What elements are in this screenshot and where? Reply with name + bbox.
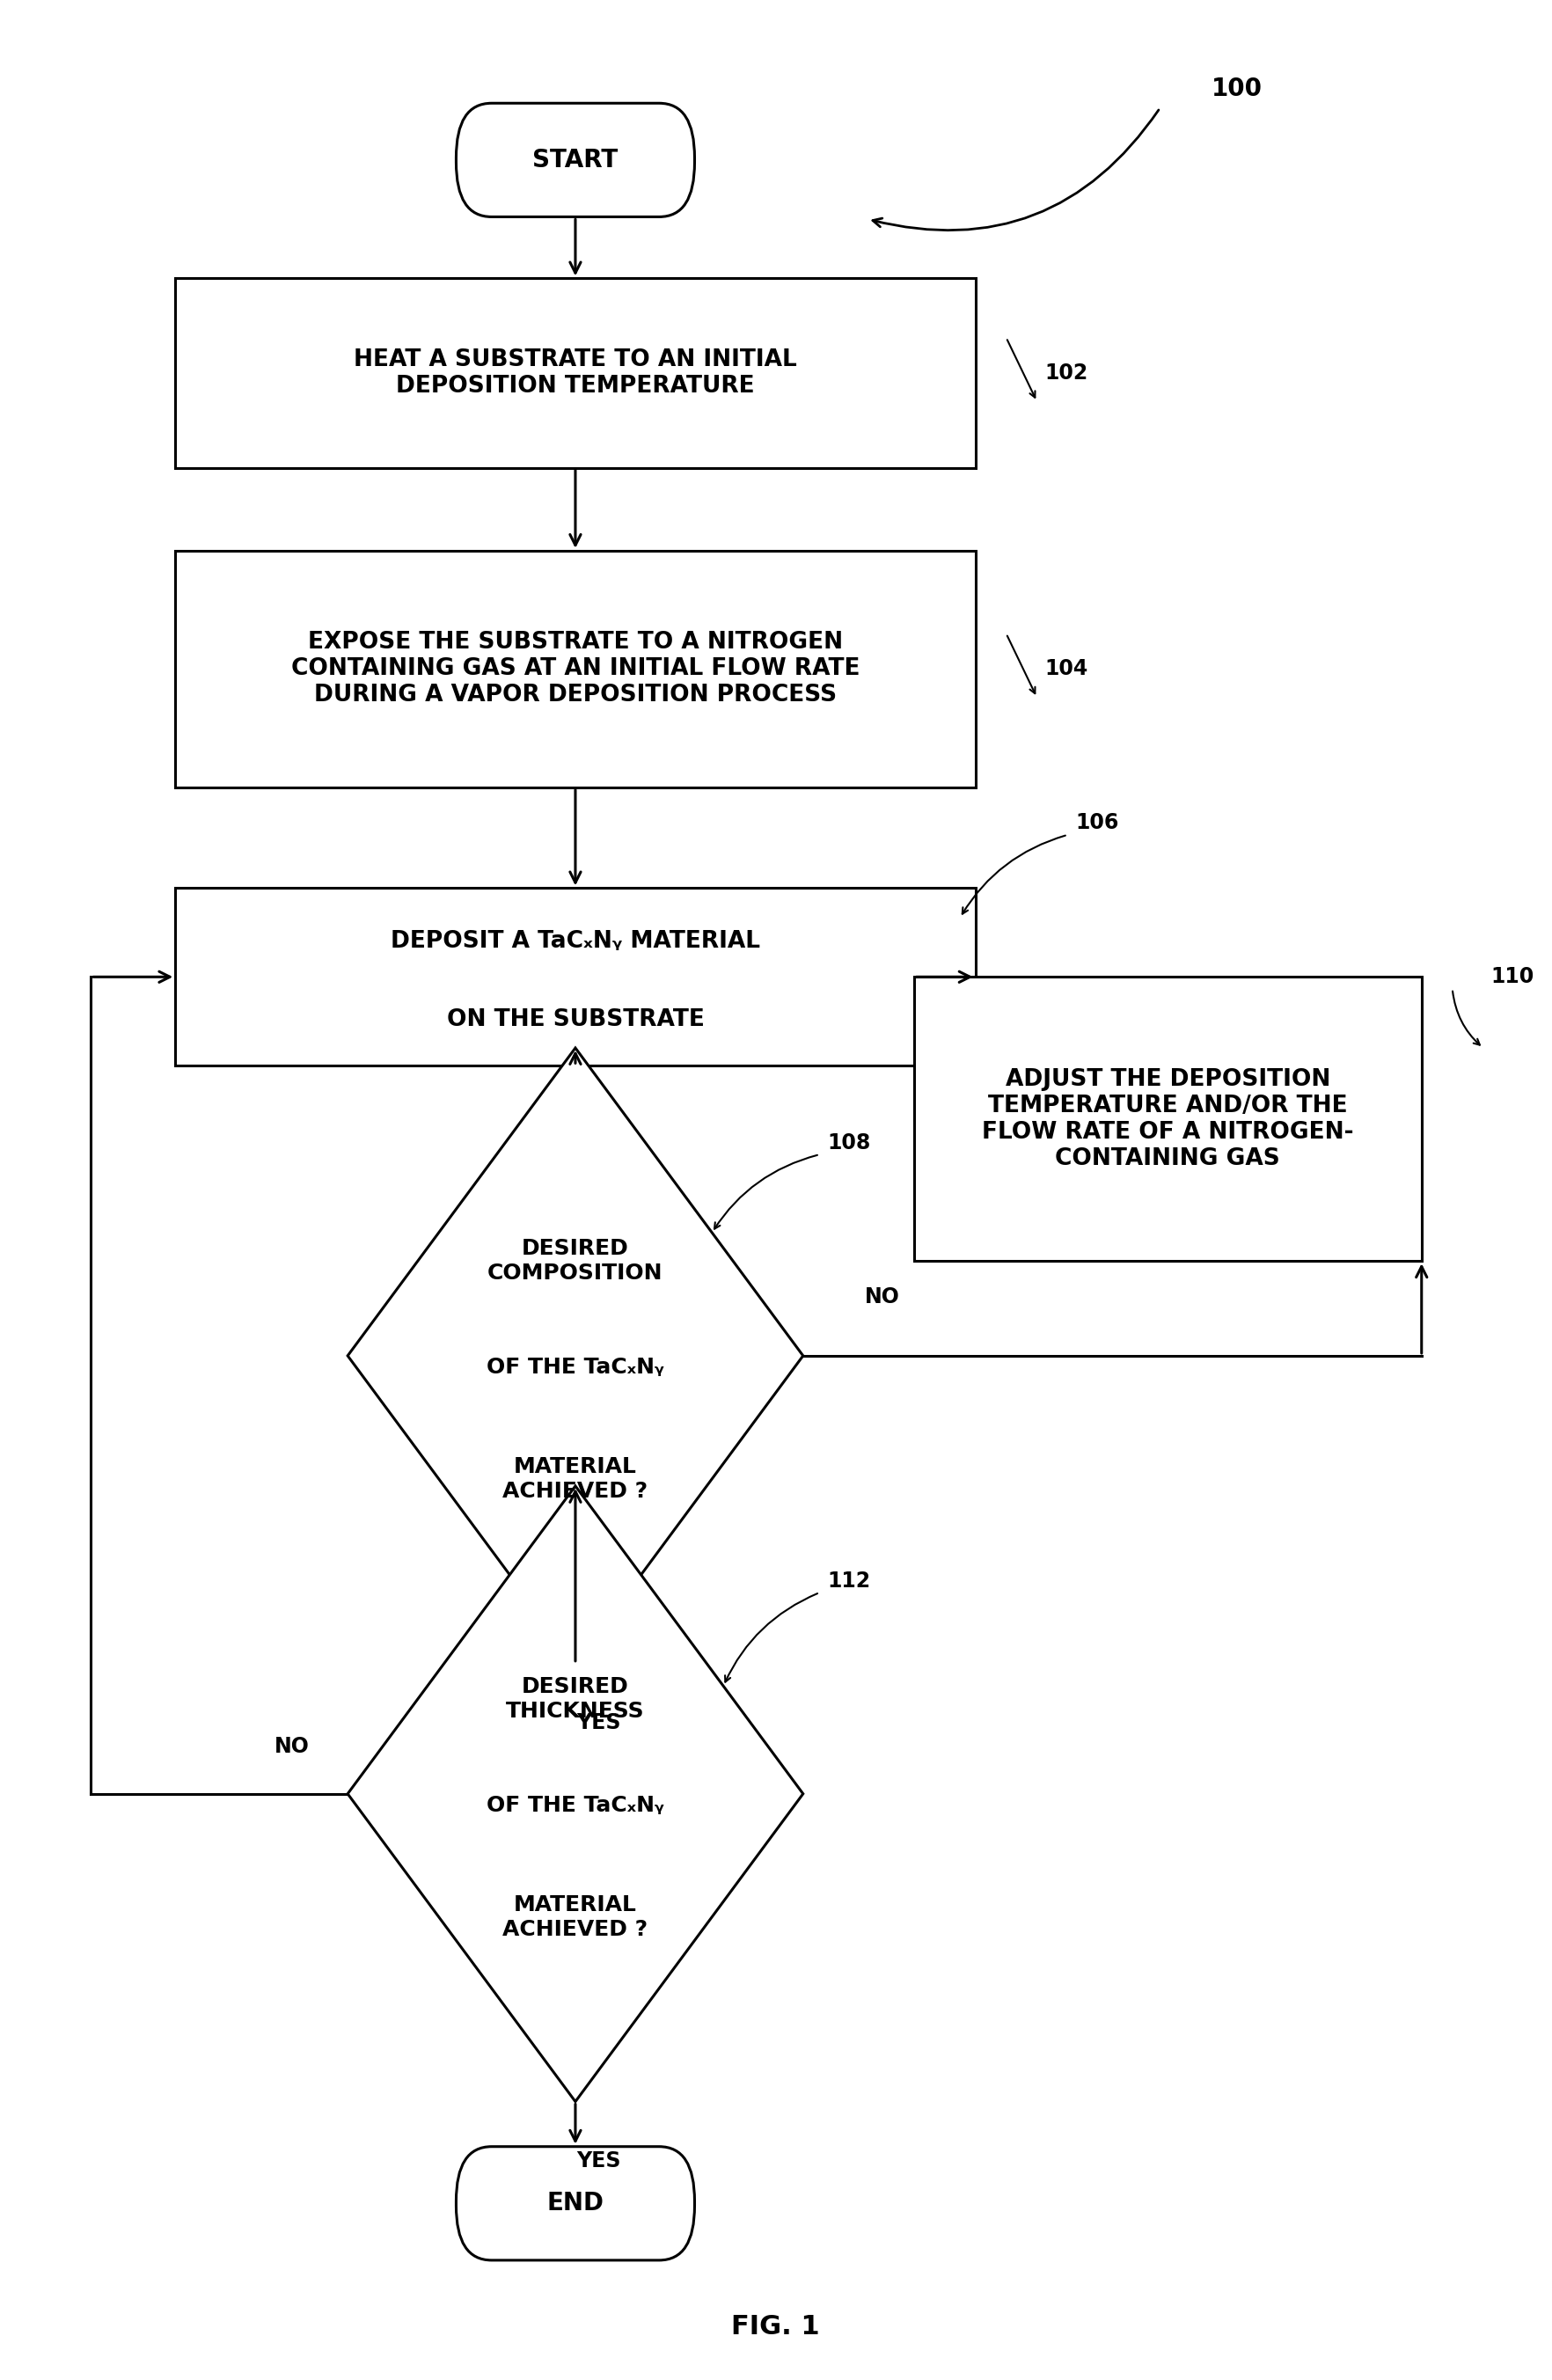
Text: DESIRED
COMPOSITION: DESIRED COMPOSITION — [487, 1238, 663, 1283]
Text: OF THE TaCₓNᵧ: OF THE TaCₓNᵧ — [487, 1795, 664, 1816]
Text: START: START — [532, 148, 618, 171]
Polygon shape — [348, 1047, 802, 1664]
Text: 106: 106 — [1076, 812, 1119, 833]
Text: NO: NO — [864, 1285, 900, 1307]
Text: MATERIAL
ACHIEVED ?: MATERIAL ACHIEVED ? — [503, 1894, 649, 1940]
Text: YES: YES — [576, 1711, 621, 1733]
Text: HEAT A SUBSTRATE TO AN INITIAL
DEPOSITION TEMPERATURE: HEAT A SUBSTRATE TO AN INITIAL DEPOSITIO… — [354, 347, 798, 397]
Text: DEPOSIT A TaCₓNᵧ MATERIAL: DEPOSIT A TaCₓNᵧ MATERIAL — [391, 931, 760, 952]
Text: 104: 104 — [1044, 659, 1088, 681]
FancyBboxPatch shape — [456, 102, 695, 217]
Text: YES: YES — [576, 2149, 621, 2171]
Text: 100: 100 — [1212, 76, 1262, 102]
Text: DESIRED
THICKNESS: DESIRED THICKNESS — [506, 1676, 644, 1721]
Text: OF THE TaCₓNᵧ: OF THE TaCₓNᵧ — [487, 1357, 664, 1378]
FancyBboxPatch shape — [175, 550, 975, 788]
FancyBboxPatch shape — [914, 976, 1422, 1261]
Text: ON THE SUBSTRATE: ON THE SUBSTRATE — [447, 1009, 705, 1031]
Text: FIG. 1: FIG. 1 — [731, 2313, 819, 2340]
Text: 112: 112 — [827, 1571, 871, 1592]
Text: 102: 102 — [1044, 362, 1088, 383]
FancyBboxPatch shape — [456, 2147, 695, 2261]
Text: EXPOSE THE SUBSTRATE TO A NITROGEN
CONTAINING GAS AT AN INITIAL FLOW RATE
DURING: EXPOSE THE SUBSTRATE TO A NITROGEN CONTA… — [290, 631, 860, 707]
Text: MATERIAL
ACHIEVED ?: MATERIAL ACHIEVED ? — [503, 1457, 649, 1502]
FancyBboxPatch shape — [175, 278, 975, 469]
Text: 108: 108 — [827, 1133, 871, 1154]
FancyBboxPatch shape — [175, 888, 975, 1066]
Text: 110: 110 — [1491, 966, 1533, 988]
Text: END: END — [546, 2192, 604, 2216]
Text: ADJUST THE DEPOSITION
TEMPERATURE AND/OR THE
FLOW RATE OF A NITROGEN-
CONTAINING: ADJUST THE DEPOSITION TEMPERATURE AND/OR… — [982, 1069, 1353, 1171]
Polygon shape — [348, 1485, 802, 2102]
Text: NO: NO — [275, 1735, 309, 1756]
